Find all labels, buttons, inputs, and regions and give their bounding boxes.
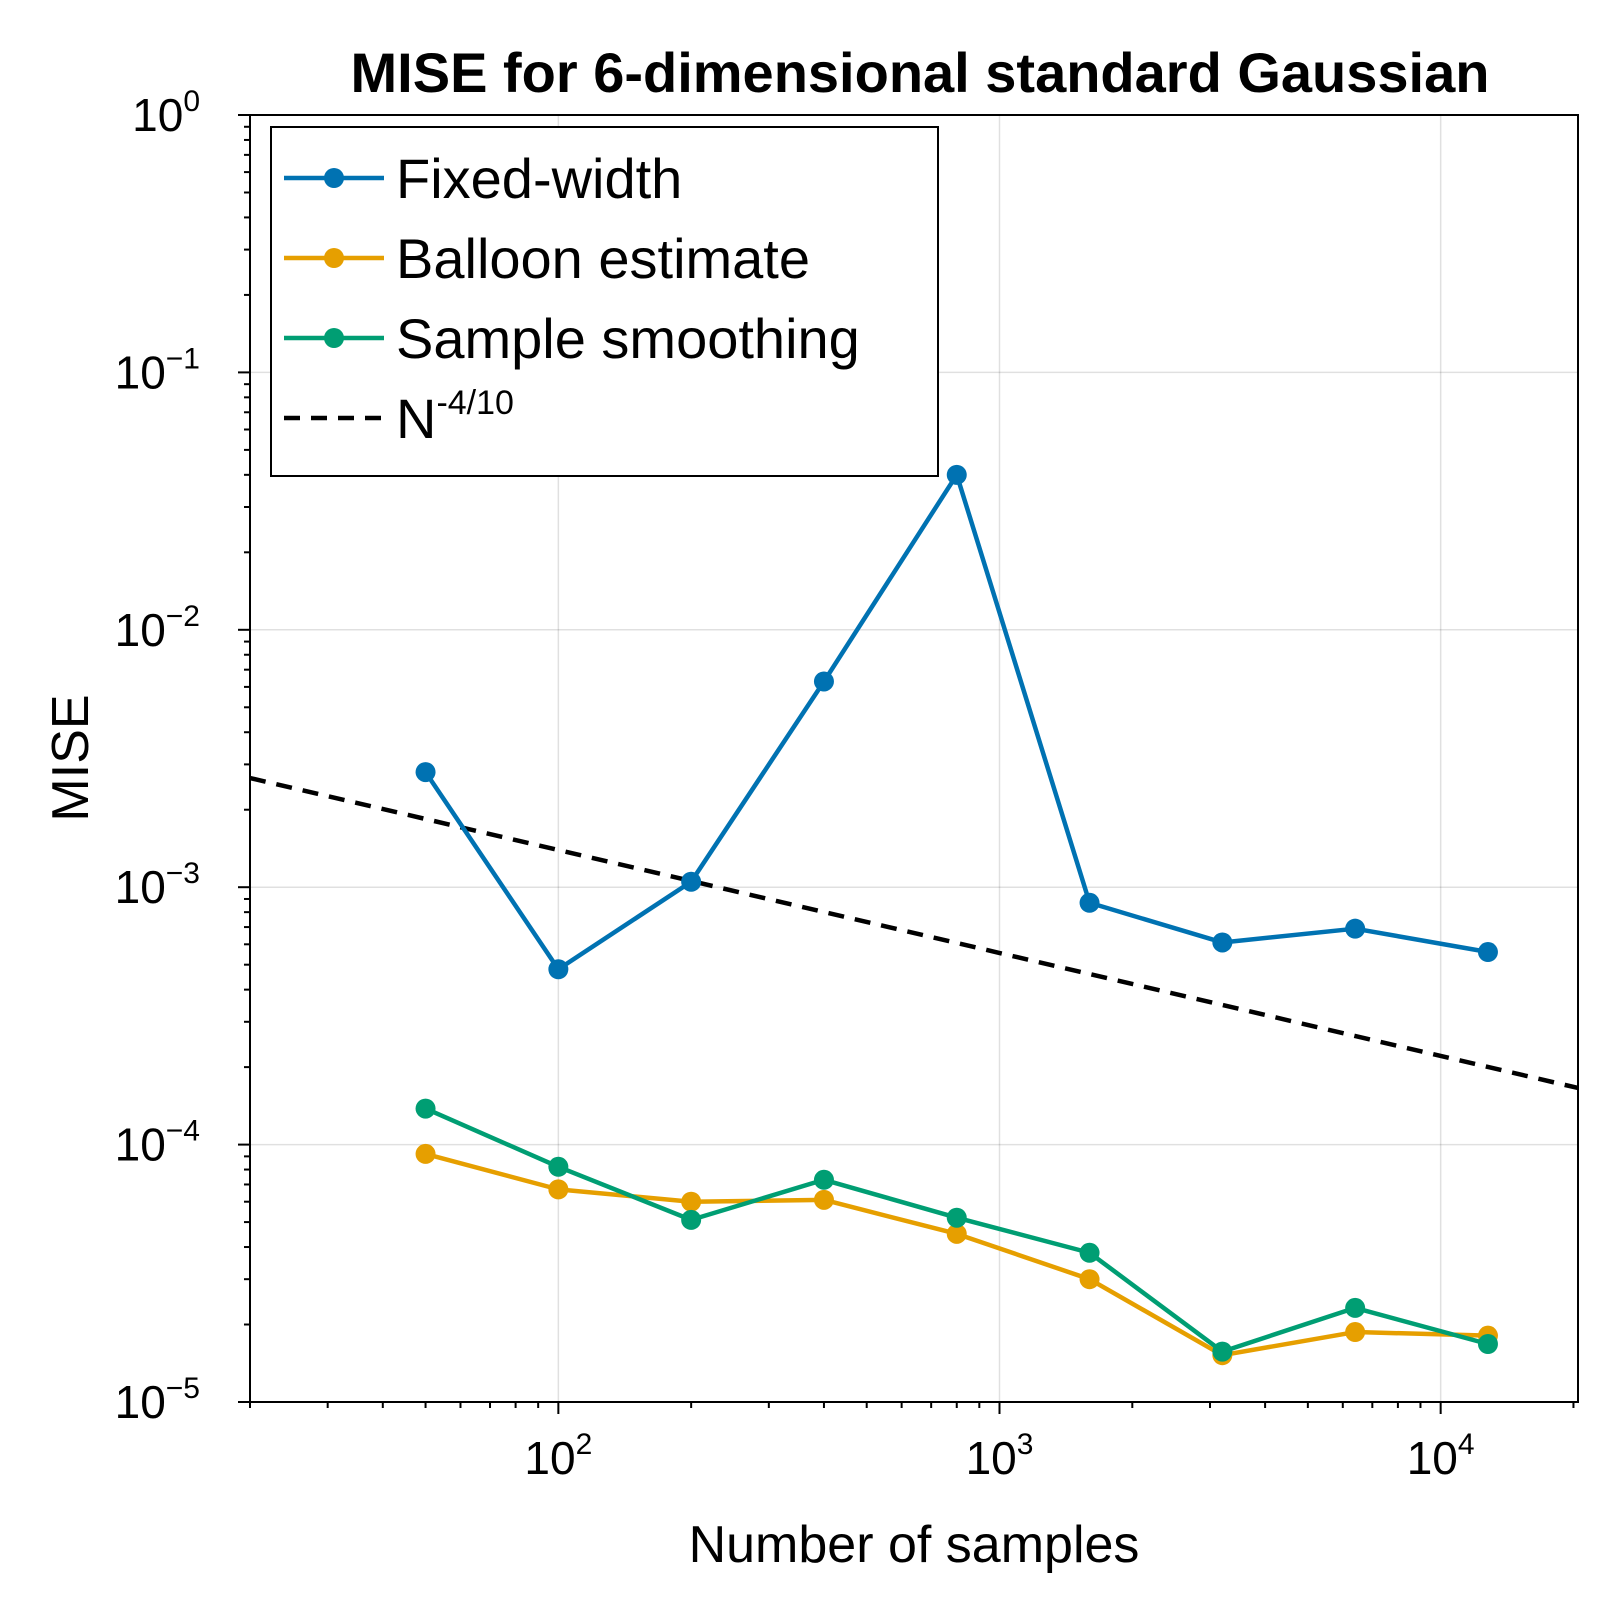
series-group	[415, 464, 1498, 1366]
y-tick-label: 10−1	[115, 342, 200, 398]
x-axis: 102 103 104	[249, 1402, 1575, 1484]
legend: Fixed-width Balloon estimate Sample smooth…	[270, 126, 939, 477]
y-tick-label: 10−2	[115, 600, 200, 656]
legend-swatch-marker	[324, 248, 344, 268]
data-point	[548, 1156, 569, 1177]
x-tick-label: 102	[524, 1428, 592, 1484]
legend-label-reference: N-4/10	[396, 384, 514, 450]
data-point	[415, 762, 436, 783]
data-point	[813, 1189, 834, 1210]
legend-label: Balloon estimate	[396, 227, 810, 290]
x-tick-label: 104	[1407, 1428, 1475, 1484]
y-axis-title: MISE	[42, 694, 100, 821]
data-point	[1345, 1297, 1366, 1318]
data-point	[813, 1169, 834, 1190]
data-point	[1079, 892, 1100, 913]
y-tick-label: 10−4	[115, 1115, 200, 1171]
data-point	[1345, 1322, 1366, 1343]
data-point	[1079, 1269, 1100, 1290]
data-point	[813, 671, 834, 692]
data-point	[1477, 1334, 1498, 1355]
data-point	[946, 1207, 967, 1228]
data-point	[415, 1143, 436, 1164]
legend-swatch-marker	[324, 168, 344, 188]
data-point	[1477, 942, 1498, 963]
legend-box	[270, 126, 939, 477]
data-point	[1212, 932, 1233, 953]
chart-title: MISE for 6-dimensional standard Gaussian	[351, 41, 1490, 104]
data-point	[548, 959, 569, 980]
reference-n-power-line	[249, 775, 1579, 1091]
y-tick-label: 10−5	[115, 1372, 200, 1428]
series-sample-smoothing	[415, 1098, 1498, 1362]
legend-label: Sample smoothing	[396, 307, 860, 370]
data-point	[415, 1098, 436, 1119]
data-point	[1079, 1242, 1100, 1263]
data-point	[946, 1223, 967, 1244]
reference-line-group	[249, 775, 1579, 1091]
legend-swatch-marker	[324, 328, 344, 348]
data-point	[1212, 1341, 1233, 1362]
y-tick-label: 10−3	[115, 857, 200, 913]
data-point	[946, 464, 967, 485]
x-axis-title: Number of samples	[689, 1516, 1140, 1574]
data-point	[681, 871, 702, 892]
data-point	[1345, 918, 1366, 939]
plot-frame	[249, 114, 1579, 1403]
y-axis: 100 10−1 10−2 10−3 10−4 10−5	[115, 85, 250, 1428]
y-tick-label: 100	[132, 85, 200, 141]
data-point	[681, 1209, 702, 1230]
x-tick-label: 103	[966, 1428, 1034, 1484]
series-fixed-width	[415, 464, 1498, 980]
legend-label: Fixed-width	[396, 147, 682, 210]
data-point	[681, 1191, 702, 1212]
data-point	[548, 1179, 569, 1200]
